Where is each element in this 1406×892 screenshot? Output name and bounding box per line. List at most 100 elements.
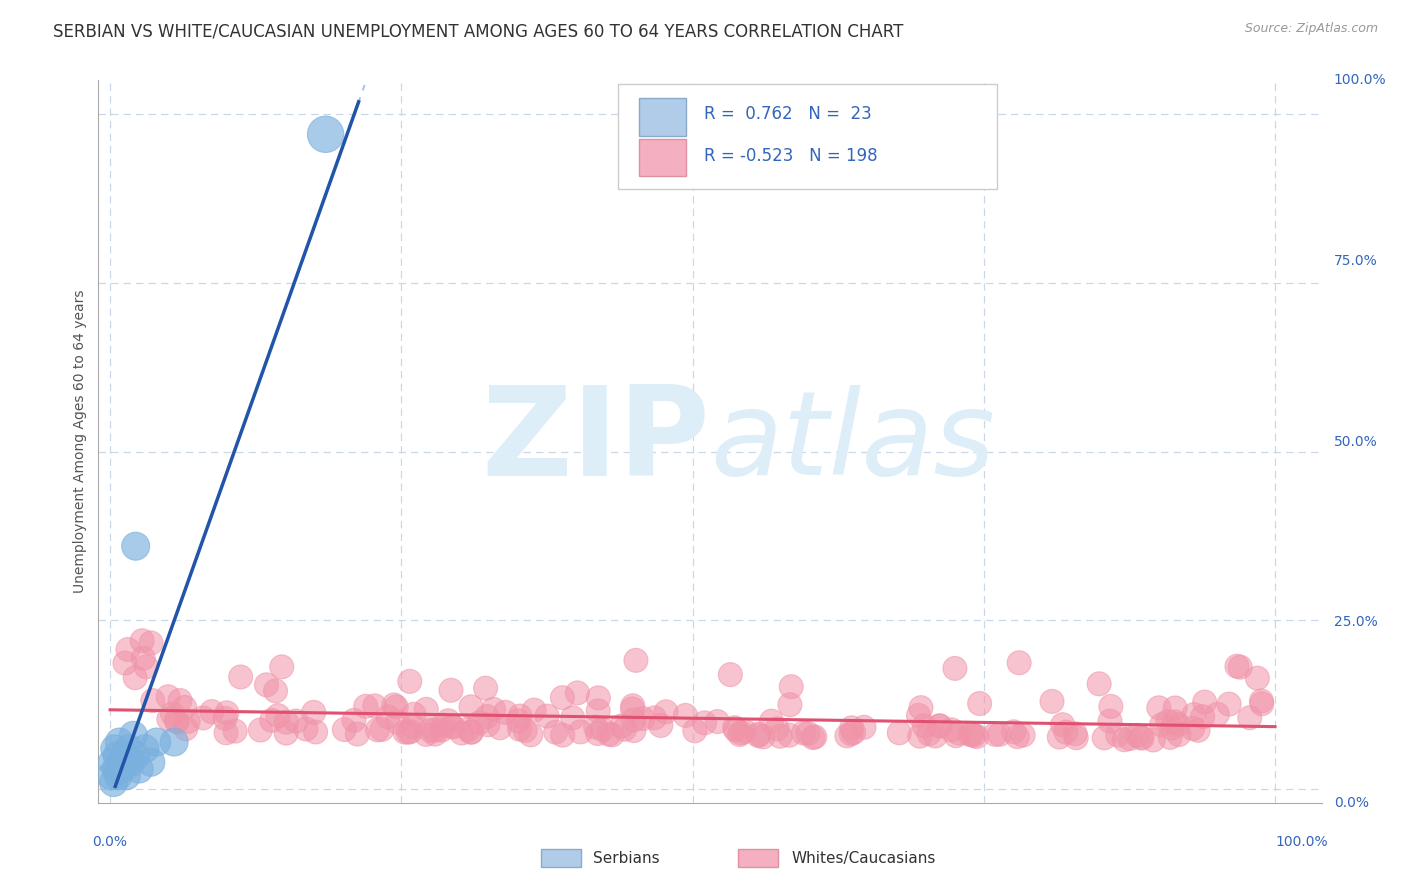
FancyBboxPatch shape: [640, 98, 686, 136]
Ellipse shape: [1187, 718, 1211, 742]
Ellipse shape: [561, 706, 585, 730]
Ellipse shape: [375, 705, 401, 729]
Ellipse shape: [960, 723, 984, 747]
Ellipse shape: [101, 735, 129, 763]
Ellipse shape: [366, 718, 389, 742]
Ellipse shape: [887, 721, 911, 745]
Ellipse shape: [260, 708, 284, 732]
Ellipse shape: [747, 723, 770, 747]
Text: 100.0%: 100.0%: [1275, 835, 1327, 849]
Ellipse shape: [835, 723, 859, 747]
Ellipse shape: [1167, 723, 1191, 747]
Ellipse shape: [768, 724, 792, 748]
Ellipse shape: [1099, 694, 1123, 718]
Ellipse shape: [508, 704, 531, 728]
Ellipse shape: [100, 769, 128, 797]
Ellipse shape: [912, 714, 936, 738]
Ellipse shape: [284, 709, 308, 733]
Ellipse shape: [586, 686, 610, 710]
Ellipse shape: [610, 714, 634, 738]
Ellipse shape: [214, 706, 238, 731]
Ellipse shape: [304, 720, 328, 744]
Ellipse shape: [135, 655, 159, 679]
Ellipse shape: [363, 694, 387, 718]
Ellipse shape: [706, 709, 730, 733]
Ellipse shape: [1063, 722, 1087, 746]
Ellipse shape: [643, 706, 666, 730]
Ellipse shape: [962, 723, 986, 747]
Ellipse shape: [332, 717, 356, 741]
Ellipse shape: [266, 704, 290, 728]
Ellipse shape: [124, 665, 148, 690]
Ellipse shape: [115, 735, 143, 763]
Ellipse shape: [733, 719, 756, 743]
Ellipse shape: [174, 716, 198, 740]
Ellipse shape: [1250, 689, 1274, 713]
Ellipse shape: [1092, 726, 1116, 750]
Text: Whites/Caucasians: Whites/Caucasians: [792, 851, 936, 865]
Ellipse shape: [631, 706, 655, 731]
Ellipse shape: [1246, 666, 1270, 690]
Ellipse shape: [1040, 690, 1064, 714]
Ellipse shape: [513, 718, 537, 742]
Ellipse shape: [522, 698, 546, 723]
Ellipse shape: [120, 722, 148, 749]
Ellipse shape: [440, 714, 464, 739]
Ellipse shape: [965, 724, 988, 748]
Ellipse shape: [270, 655, 294, 679]
Ellipse shape: [254, 673, 278, 697]
Ellipse shape: [778, 693, 801, 716]
Ellipse shape: [101, 755, 129, 783]
Ellipse shape: [765, 717, 789, 741]
Ellipse shape: [308, 116, 344, 153]
Ellipse shape: [1118, 727, 1142, 750]
Ellipse shape: [839, 715, 863, 739]
Ellipse shape: [385, 710, 409, 734]
Ellipse shape: [229, 665, 253, 689]
Ellipse shape: [108, 755, 136, 783]
Text: 50.0%: 50.0%: [1334, 434, 1378, 449]
Ellipse shape: [544, 720, 568, 744]
Ellipse shape: [1150, 713, 1174, 737]
Text: R = -0.523   N = 198: R = -0.523 N = 198: [704, 147, 877, 165]
Ellipse shape: [488, 715, 512, 739]
Ellipse shape: [1005, 724, 1029, 748]
Ellipse shape: [107, 748, 135, 776]
Ellipse shape: [382, 693, 406, 717]
Ellipse shape: [142, 728, 170, 756]
Ellipse shape: [103, 741, 131, 770]
Ellipse shape: [506, 709, 530, 733]
Ellipse shape: [1105, 723, 1130, 747]
Ellipse shape: [1225, 654, 1249, 678]
Ellipse shape: [565, 681, 589, 705]
Ellipse shape: [122, 533, 149, 560]
Ellipse shape: [908, 724, 932, 748]
Ellipse shape: [907, 703, 931, 727]
Text: 0.0%: 0.0%: [93, 835, 128, 849]
Text: 75.0%: 75.0%: [1334, 254, 1378, 268]
Ellipse shape: [948, 722, 972, 745]
Ellipse shape: [384, 695, 408, 719]
Text: atlas: atlas: [710, 384, 995, 499]
Ellipse shape: [1087, 672, 1111, 696]
Ellipse shape: [160, 702, 184, 726]
Ellipse shape: [1163, 696, 1187, 720]
Ellipse shape: [392, 720, 416, 744]
Ellipse shape: [591, 717, 614, 741]
Ellipse shape: [1156, 709, 1180, 733]
Ellipse shape: [943, 657, 967, 681]
Ellipse shape: [274, 710, 298, 734]
Ellipse shape: [1064, 726, 1088, 749]
Ellipse shape: [1007, 651, 1031, 674]
Ellipse shape: [654, 700, 678, 723]
Ellipse shape: [1159, 725, 1182, 749]
Y-axis label: Unemployment Among Ages 60 to 64 years: Unemployment Among Ages 60 to 64 years: [73, 290, 87, 593]
Ellipse shape: [122, 741, 149, 770]
Ellipse shape: [460, 720, 484, 744]
Ellipse shape: [458, 695, 484, 719]
Ellipse shape: [191, 706, 215, 730]
Ellipse shape: [1237, 706, 1261, 730]
Ellipse shape: [494, 700, 517, 724]
Ellipse shape: [104, 762, 132, 789]
Ellipse shape: [112, 762, 141, 789]
